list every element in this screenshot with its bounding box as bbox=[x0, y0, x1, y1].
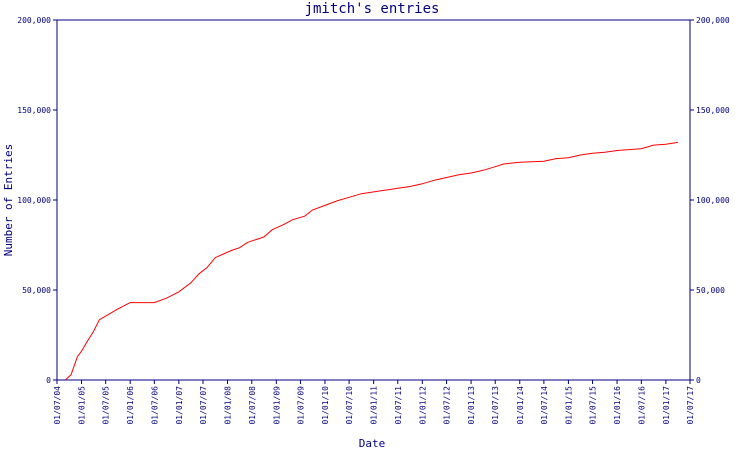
y-tick-label-left: 100,000 bbox=[17, 196, 51, 205]
x-tick-label: 01/07/07 bbox=[199, 386, 208, 425]
x-tick-label: 01/07/04 bbox=[53, 386, 62, 425]
y-tick-label-left: 200,000 bbox=[17, 16, 51, 25]
x-tick-label: 01/01/16 bbox=[613, 386, 622, 425]
y-tick-label-right: 150,000 bbox=[696, 106, 730, 115]
x-tick-label: 01/07/05 bbox=[102, 386, 111, 425]
x-tick-label: 01/07/14 bbox=[540, 386, 549, 425]
y-tick-label-right: 0 bbox=[696, 376, 701, 385]
x-tick-label: 01/01/05 bbox=[78, 386, 87, 425]
y-tick-label-right: 200,000 bbox=[696, 16, 730, 25]
x-tick-label: 01/07/15 bbox=[589, 386, 598, 425]
y-tick-label-left: 0 bbox=[46, 376, 51, 385]
x-tick-label: 01/07/11 bbox=[394, 386, 403, 425]
x-tick-label: 01/07/08 bbox=[248, 386, 257, 425]
y-axis-right: 0 50,000 100,000 150,000 200,000 bbox=[690, 16, 730, 385]
y-tick-label-left: 150,000 bbox=[17, 106, 51, 115]
x-tick-label: 01/01/06 bbox=[126, 386, 135, 425]
x-tick-label: 01/01/12 bbox=[418, 386, 427, 425]
x-tick-label: 01/07/09 bbox=[296, 386, 305, 425]
x-tick-label: 01/01/09 bbox=[272, 386, 281, 425]
x-tick-label: 01/07/16 bbox=[637, 386, 646, 425]
x-axis-label: Date bbox=[359, 437, 386, 450]
y-axis-label: Number of Entries bbox=[2, 144, 15, 257]
chart-title: jmitch's entries bbox=[305, 1, 440, 17]
x-tick-label: 01/01/14 bbox=[516, 386, 525, 425]
x-tick-label: 01/01/10 bbox=[321, 386, 330, 425]
x-tick-label: 01/07/17 bbox=[686, 386, 695, 425]
x-tick-label: 01/07/13 bbox=[491, 386, 500, 425]
x-tick-label: 01/07/12 bbox=[443, 386, 452, 425]
x-tick-label: 01/01/11 bbox=[370, 386, 379, 425]
y-tick-label-right: 50,000 bbox=[696, 286, 725, 295]
x-tick-label: 01/01/08 bbox=[224, 386, 233, 425]
plot-frame bbox=[56, 19, 691, 381]
series-line bbox=[64, 141, 678, 381]
x-tick-label: 01/01/17 bbox=[662, 386, 671, 425]
x-axis: 01/07/04 01/01/05 01/07/05 01/01/06 01/07/06… bbox=[53, 380, 695, 425]
x-tick-label: 01/07/06 bbox=[150, 386, 159, 425]
x-tick-label: 01/01/07 bbox=[175, 386, 184, 425]
y-tick-label-left: 50,000 bbox=[22, 286, 51, 295]
y-tick-label-right: 100,000 bbox=[696, 196, 730, 205]
x-tick-label: 01/07/10 bbox=[345, 386, 354, 425]
x-tick-label: 01/01/15 bbox=[564, 386, 573, 425]
y-axis-left: 0 50,000 100,000 150,000 200,000 bbox=[17, 16, 57, 385]
x-tick-label: 01/01/13 bbox=[467, 386, 476, 425]
